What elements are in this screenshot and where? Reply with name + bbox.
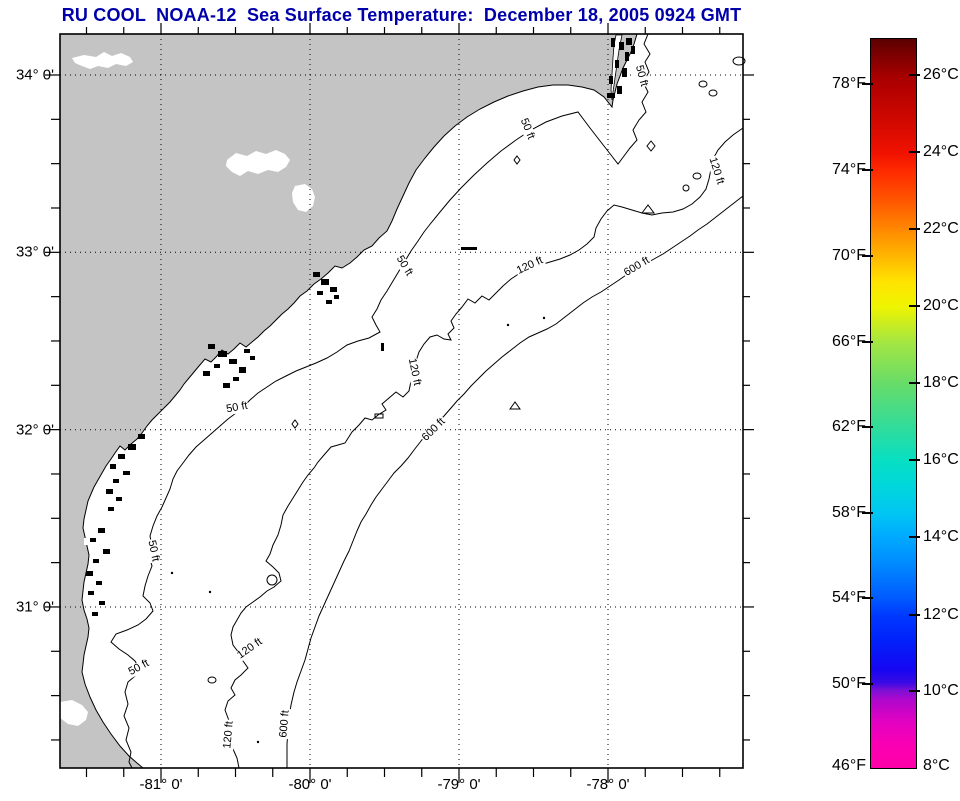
colorbar-tick	[909, 536, 920, 538]
colorbar-tick	[909, 305, 920, 307]
colorbar-fahrenheit-label: 58°F	[832, 504, 866, 521]
colorbar-celsius-label: 24°C	[923, 143, 959, 160]
plot-title: RU COOL NOAA-12 Sea Surface Temperature:…	[61, 5, 742, 25]
colorbar-tick	[909, 382, 920, 384]
colorbar-fahrenheit-label: 54°F	[832, 589, 866, 606]
contour-50ft	[110, 33, 651, 769]
colorbar-tick	[909, 74, 920, 76]
colorbar-tick	[862, 255, 873, 257]
colorbar-celsius-label: 14°C	[923, 528, 959, 545]
x-tick-label: -78° 0'	[586, 776, 630, 793]
y-tick-label: 34° 0'	[15, 66, 54, 84]
y-tick-label: 33° 0'	[15, 243, 54, 261]
marsh-marks	[86, 38, 635, 616]
colorbar-fahrenheit-label: 50°F	[832, 675, 866, 692]
cloud-patches	[60, 52, 315, 726]
x-tick-label: -81° 0'	[139, 776, 183, 793]
colorbar-tick	[909, 614, 920, 616]
contour-120ft	[224, 127, 744, 769]
colorbar-fahrenheit-label: 74°F	[832, 161, 866, 178]
colorbar-tick	[909, 459, 920, 461]
y-tick-label: 31° 0'	[15, 598, 54, 616]
colorbar-fahrenheit-label: 62°F	[832, 418, 866, 435]
colorbar-tick	[862, 426, 873, 428]
colorbar-fahrenheit-label: 70°F	[832, 247, 866, 264]
x-tick-label: -80° 0'	[288, 776, 332, 793]
y-tick-label: 32° 0'	[15, 421, 54, 439]
colorbar-tick	[862, 83, 873, 85]
colorbar-tick	[909, 228, 920, 230]
land-region	[59, 33, 638, 769]
colorbar-fahrenheit-label: 66°F	[832, 333, 866, 350]
colorbar-celsius-label: 16°C	[923, 451, 959, 468]
colorbar-celsius-label: 20°C	[923, 297, 959, 314]
colorbar-fahrenheit-label: 78°F	[832, 75, 866, 92]
colorbar-tick	[909, 151, 920, 153]
colorbar-celsius-label: 18°C	[923, 374, 959, 391]
colorbar-celsius-label: 12°C	[923, 606, 959, 623]
colorbar-tick	[862, 683, 873, 685]
colorbar-tick	[862, 341, 873, 343]
colorbar-celsius-label: 22°C	[923, 220, 959, 237]
colorbar-tick	[909, 690, 920, 692]
ocean-marks	[170, 56, 746, 744]
colorbar-celsius-label: 26°C	[923, 66, 959, 83]
colorbar-celsius-label: 8°C	[923, 757, 950, 774]
colorbar-fahrenheit-label: 46°F	[832, 757, 866, 774]
colorbar-tick	[862, 512, 873, 514]
colorbar	[870, 38, 917, 769]
axis-ticks	[45, 23, 754, 783]
map-border	[59, 33, 744, 769]
colorbar-celsius-label: 10°C	[923, 682, 959, 699]
x-tick-label: -79° 0'	[437, 776, 481, 793]
contour-600ft	[286, 195, 744, 768]
colorbar-tick	[862, 597, 873, 599]
colorbar-tick	[862, 169, 873, 171]
